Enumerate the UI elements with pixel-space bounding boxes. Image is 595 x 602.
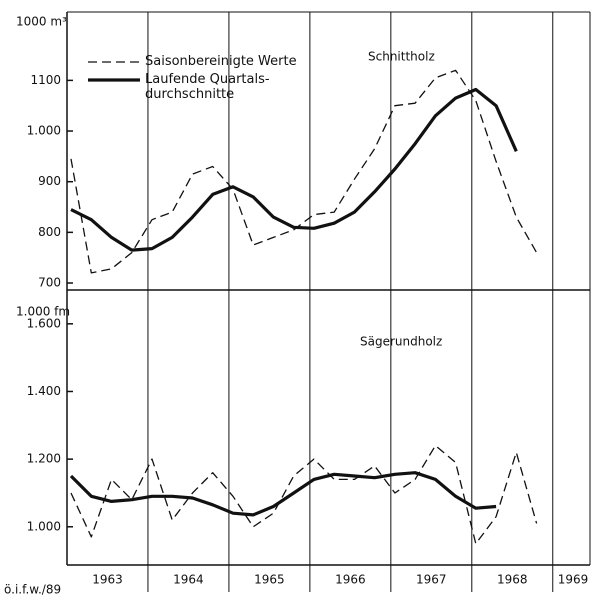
note: ö.i.f.w./89 <box>4 583 61 597</box>
x-tick-label: 1964 <box>173 573 204 587</box>
y-tick-label: 1.200 <box>27 452 61 466</box>
y-tick-label: 1.400 <box>27 384 61 398</box>
legend-label: Laufende Quartals- durchschnitte <box>145 72 270 102</box>
solid-line <box>69 471 497 517</box>
y-tick-label: 1100 <box>30 73 61 87</box>
y-tick-label: 1.000 <box>27 124 61 138</box>
x-tick-label: 1965 <box>254 573 285 587</box>
x-tick-label: 1969 <box>558 573 589 587</box>
y-tick-label: 1.600 <box>27 316 61 330</box>
x-tick-label: 1966 <box>335 573 366 587</box>
y-axis-label: 1000 m³ <box>16 15 67 29</box>
x-tick-label: 1967 <box>416 573 447 587</box>
legend-label: Saisonbereinigte Werte <box>145 54 297 69</box>
y-axis-label: 1.000 fm <box>16 305 70 319</box>
x-tick-label: 1963 <box>92 573 123 587</box>
y-tick-label: 700 <box>38 276 61 290</box>
y-tick-label: 800 <box>38 225 61 239</box>
solid-line <box>70 87 518 252</box>
panel-title: Schnittholz <box>368 50 435 64</box>
y-tick-label: 1.000 <box>27 519 61 533</box>
dashed-line <box>70 444 538 545</box>
panel-title: Sägerundholz <box>360 335 442 349</box>
x-tick-label: 1968 <box>497 573 528 587</box>
dashed-line <box>70 69 538 274</box>
y-tick-label: 900 <box>38 174 61 188</box>
